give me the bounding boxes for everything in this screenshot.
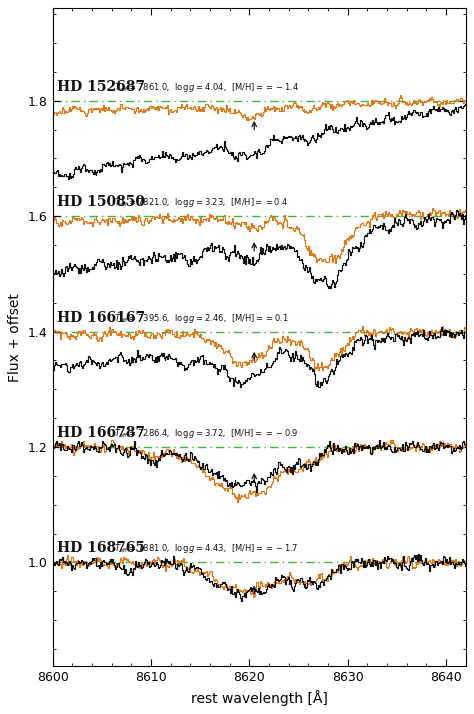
Text: $T_{\rm eff}$$= 7821.0$,  $\log g$$= 3.23$,  $[{\rm M/H}]$$= = 0.4$: $T_{\rm eff}$$= 7821.0$, $\log g$$= 3.23…	[114, 196, 288, 209]
Text: $T_{\rm eff}$$= 7286.4$,  $\log g$$= 3.72$,  $[{\rm M/H}]$$= = -0.9$: $T_{\rm eff}$$= 7286.4$, $\log g$$= 3.72…	[114, 427, 298, 440]
Text: $T_{\rm eff}$$= 7881.0$,  $\log g$$= 4.43$,  $[{\rm M/H}]$$= = -1.7$: $T_{\rm eff}$$= 7881.0$, $\log g$$= 4.43…	[114, 543, 298, 555]
Text: $T_{\rm eff}$$= 7861.0$,  $\log g$$= 4.04$,  $[{\rm M/H}]$$= = -1.4$: $T_{\rm eff}$$= 7861.0$, $\log g$$= 4.04…	[114, 81, 299, 94]
Text: $T_{\rm eff}$$= 7395.6$,  $\log g$$= 2.46$,  $[{\rm M/H}]$$= = 0.1$: $T_{\rm eff}$$= 7395.6$, $\log g$$= 2.46…	[114, 311, 289, 325]
X-axis label: rest wavelength [Å]: rest wavelength [Å]	[191, 690, 328, 705]
Y-axis label: Flux + offset: Flux + offset	[9, 293, 22, 382]
Text: HD 166167: HD 166167	[56, 311, 145, 325]
Text: HD 150850: HD 150850	[56, 195, 145, 209]
Text: HD 166787: HD 166787	[56, 426, 145, 440]
Text: HD 152687: HD 152687	[56, 80, 145, 94]
Text: HD 168765: HD 168765	[56, 541, 145, 555]
